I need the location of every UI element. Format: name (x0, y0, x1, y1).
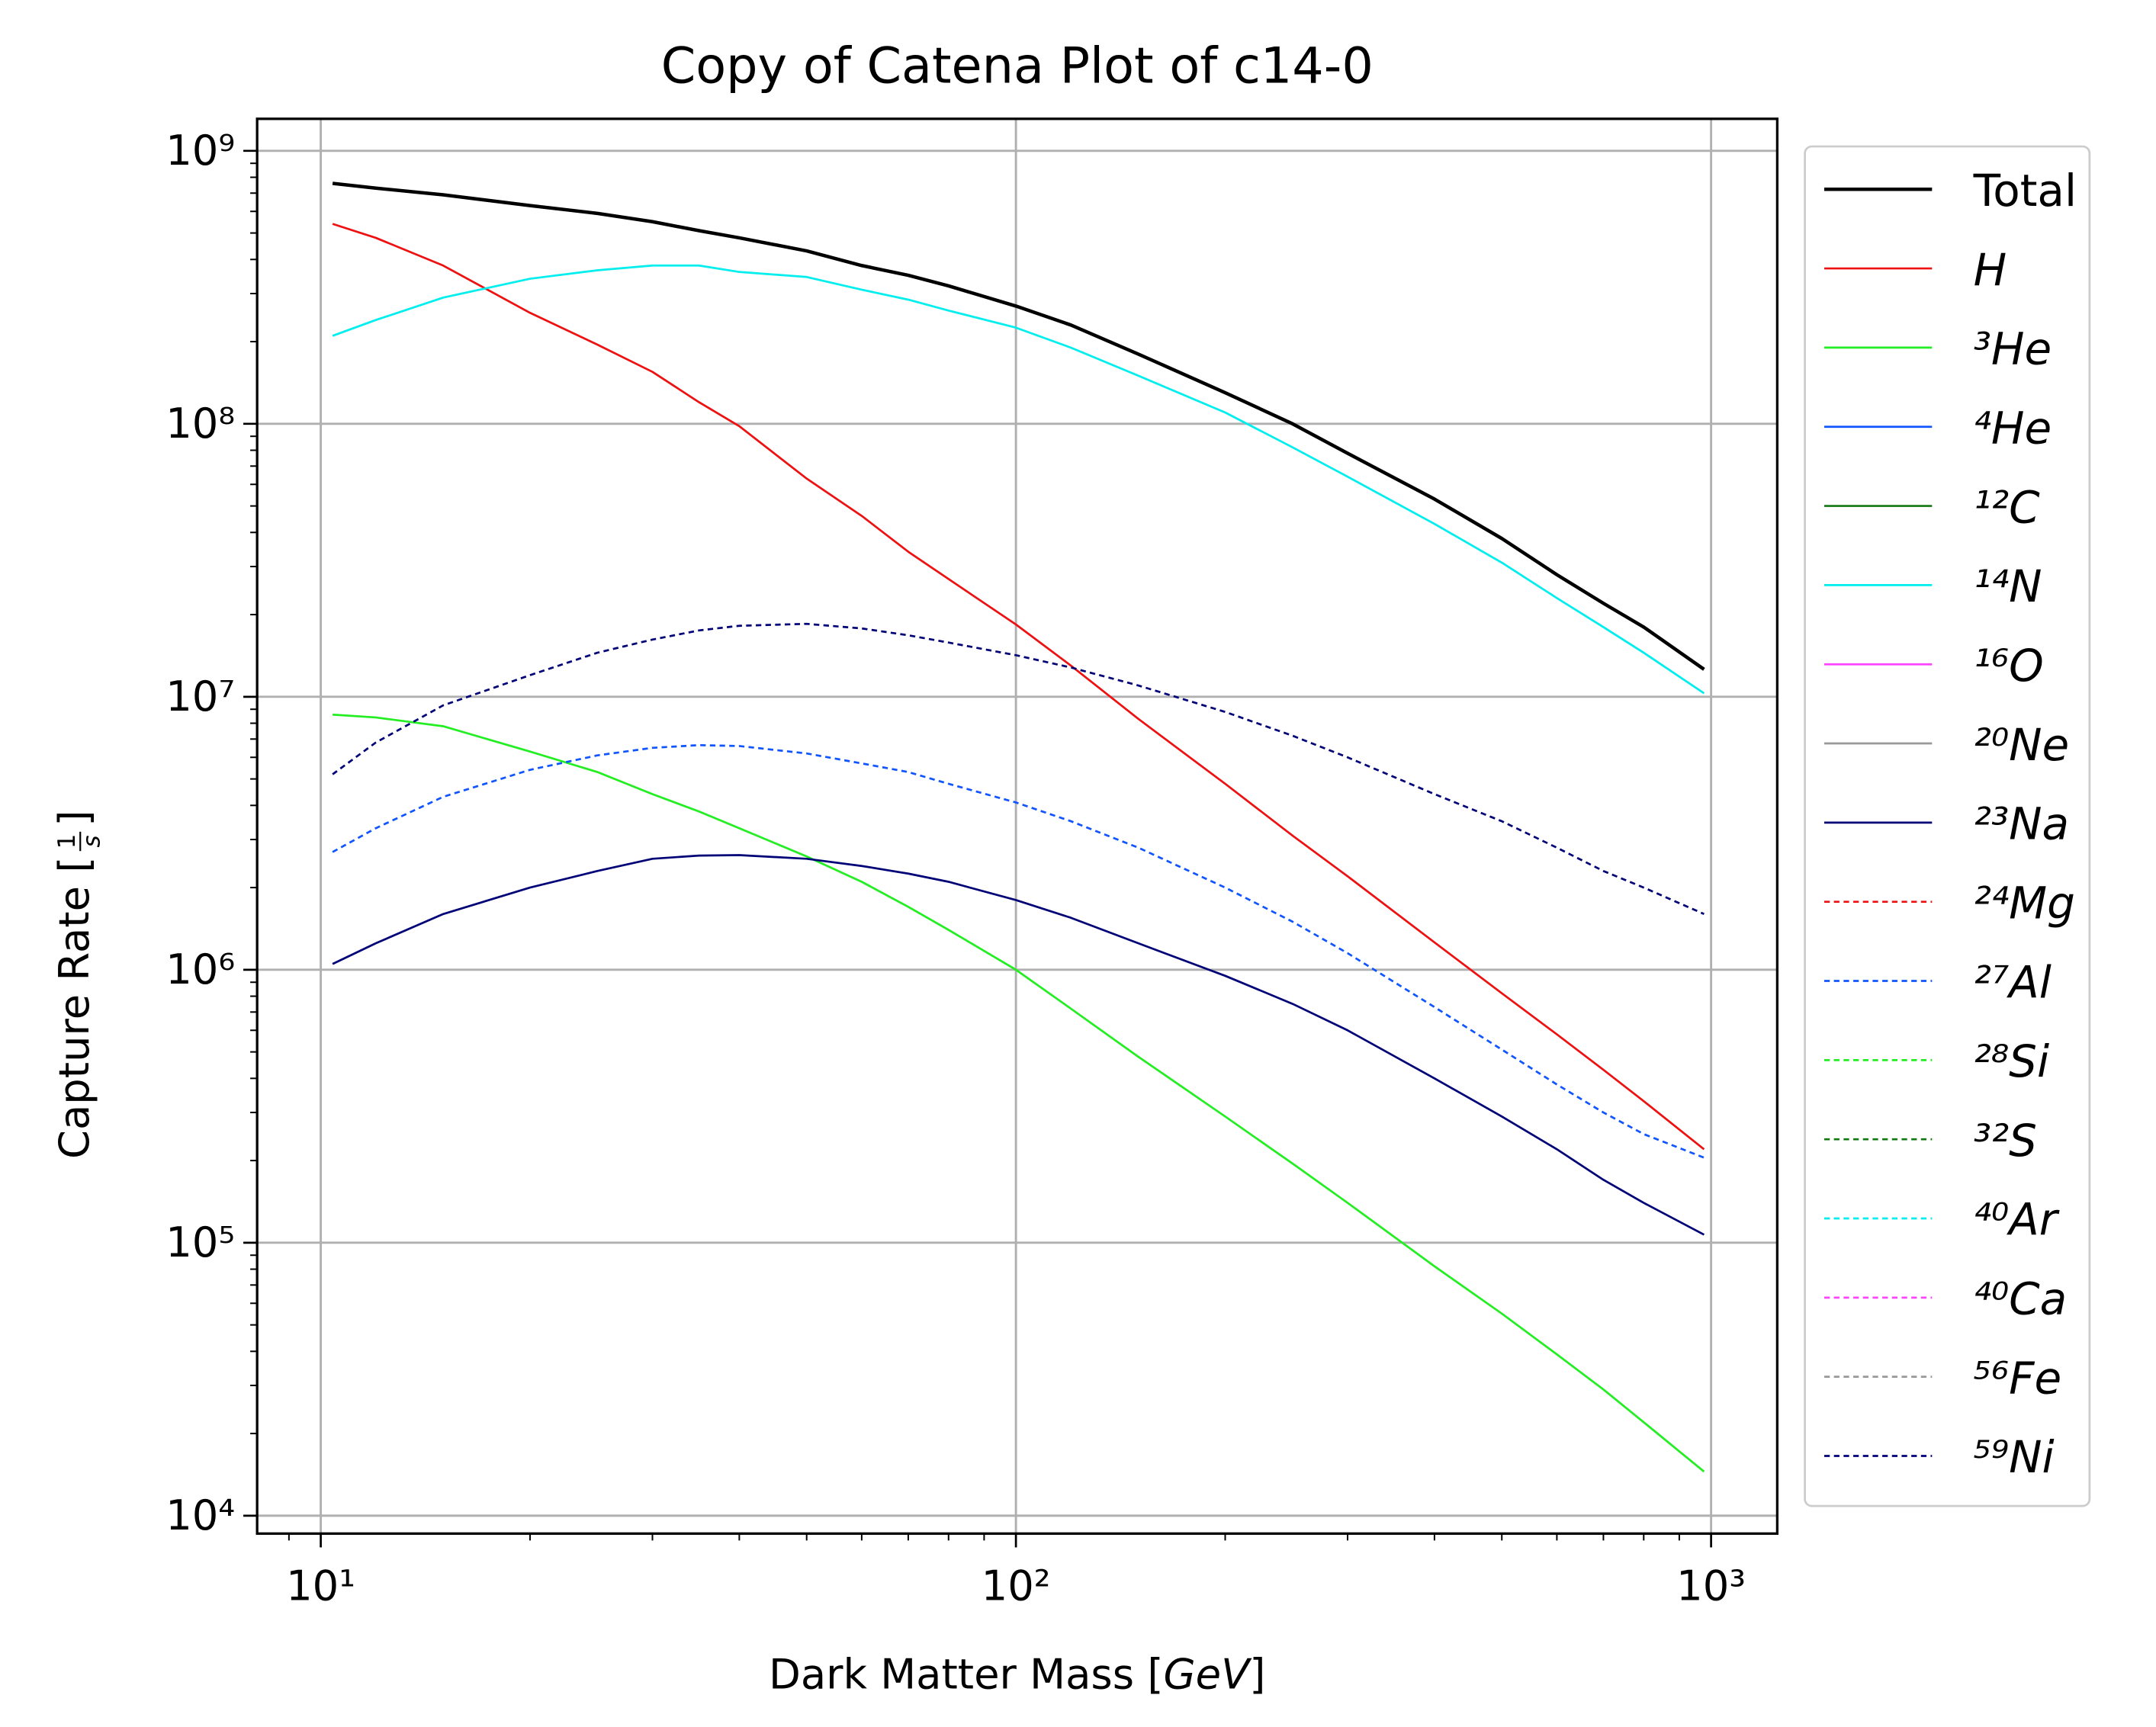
series-line (332, 181, 1705, 671)
ticks: 10¹ 10² 10³ 10⁴ 10⁵ 10⁶ 10⁷ 10⁸ 10⁹ (165, 127, 1746, 1610)
y-tick-label: 10⁷ (165, 673, 235, 721)
series-line (333, 713, 1705, 1473)
legend-label: ¹⁶O (1974, 640, 2044, 692)
legend-label: ¹⁴N (1974, 560, 2042, 612)
legend-label: Total (1973, 165, 2077, 217)
y-label-text: ] (50, 810, 98, 826)
legend-label: ⁴He (1974, 402, 2052, 454)
legend-label: ⁴⁰Ar (1974, 1194, 2060, 1246)
legend-label: ⁵⁹Ni (1974, 1431, 2055, 1483)
grid (257, 118, 1778, 1534)
legend-label: ⁵⁶Fe (1974, 1352, 2062, 1404)
y-tick-label: 10⁵ (165, 1218, 235, 1266)
legend-box (1804, 145, 2091, 1507)
x-label-text: ] (1249, 1650, 1265, 1698)
x-tick-label: 10³ (1676, 1562, 1746, 1610)
y-label-text: Capture Rate [ (50, 856, 98, 1159)
legend-label: H (1974, 244, 2007, 296)
y-tick-label: 10⁹ (165, 127, 235, 175)
y-label-denominator: s (79, 835, 106, 847)
y-tick-label: 10⁴ (165, 1491, 235, 1539)
y-tick-label: 10⁸ (165, 400, 235, 448)
x-label-text: Dark Matter Mass [ (769, 1650, 1164, 1698)
legend-label: ¹²C (1974, 481, 2040, 533)
legend-label: ²⁷Al (1974, 956, 2052, 1008)
legend-label: ²⁴Mg (1974, 877, 2075, 929)
chart-title: Copy of Catena Plot of c14-0 (661, 37, 1374, 95)
series-line (332, 854, 1705, 1236)
y-axis-label: Capture Rate [ 1 s ] (50, 810, 105, 1159)
x-axis-label: Dark Matter Mass [GeV] (769, 1650, 1266, 1698)
legend-label: ²⁰Ne (1974, 719, 2070, 771)
legend: Total H ³He ⁴He ¹²C ¹⁴N ¹⁶O ²⁰Ne ²³Na ²⁴Mg ²⁷Al ²⁸S… (1804, 145, 2091, 1507)
legend-label: ³He (1974, 323, 2052, 375)
series-line (332, 264, 1705, 695)
series-line (332, 223, 1705, 1151)
y-tick-label: 10⁶ (165, 945, 235, 994)
y-label-numerator: 1 (53, 834, 81, 849)
legend-label: ²³Na (1974, 798, 2069, 850)
x-tick-label: 10² (982, 1562, 1051, 1610)
plot-frame (255, 117, 1779, 1535)
series-line (332, 622, 1705, 916)
legend-label: ²⁸Si (1974, 1035, 2049, 1087)
legend-label: ³²S (1974, 1115, 2037, 1167)
series-line (332, 743, 1705, 1159)
lines (332, 181, 1705, 1473)
legend-label: ⁴⁰Ca (1974, 1273, 2067, 1325)
x-tick-label: 10¹ (286, 1562, 355, 1610)
x-label-unit: GeV (1164, 1650, 1253, 1698)
